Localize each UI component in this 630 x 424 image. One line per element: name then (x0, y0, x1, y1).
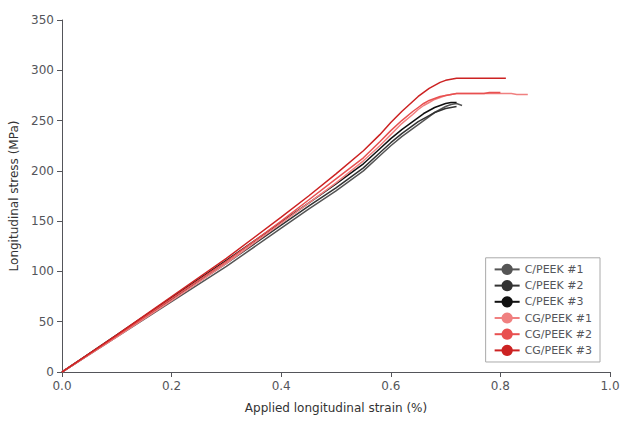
svg-text:350: 350 (31, 13, 54, 27)
svg-text:Applied longitudinal strain (%: Applied longitudinal strain (%) (245, 401, 427, 415)
svg-text:CG/PEEK #2: CG/PEEK #2 (525, 328, 592, 341)
svg-text:250: 250 (31, 114, 54, 128)
svg-text:200: 200 (31, 164, 54, 178)
svg-text:0: 0 (46, 365, 54, 379)
svg-text:300: 300 (31, 63, 54, 77)
svg-text:150: 150 (31, 214, 54, 228)
svg-text:0.2: 0.2 (162, 379, 181, 393)
svg-text:CG/PEEK #3: CG/PEEK #3 (525, 344, 592, 357)
svg-text:0.4: 0.4 (272, 379, 291, 393)
svg-text:C/PEEK #2: C/PEEK #2 (525, 279, 584, 292)
svg-text:50: 50 (39, 315, 54, 329)
svg-text:CG/PEEK #1: CG/PEEK #1 (525, 312, 592, 325)
svg-text:1.0: 1.0 (600, 379, 619, 393)
svg-text:0.6: 0.6 (381, 379, 400, 393)
svg-text:Longitudinal stress (MPa): Longitudinal stress (MPa) (7, 121, 21, 272)
svg-text:0.0: 0.0 (52, 379, 71, 393)
svg-text:C/PEEK #1: C/PEEK #1 (525, 263, 584, 276)
svg-text:0.8: 0.8 (491, 379, 510, 393)
svg-text:C/PEEK #3: C/PEEK #3 (525, 295, 584, 308)
svg-text:100: 100 (31, 264, 54, 278)
